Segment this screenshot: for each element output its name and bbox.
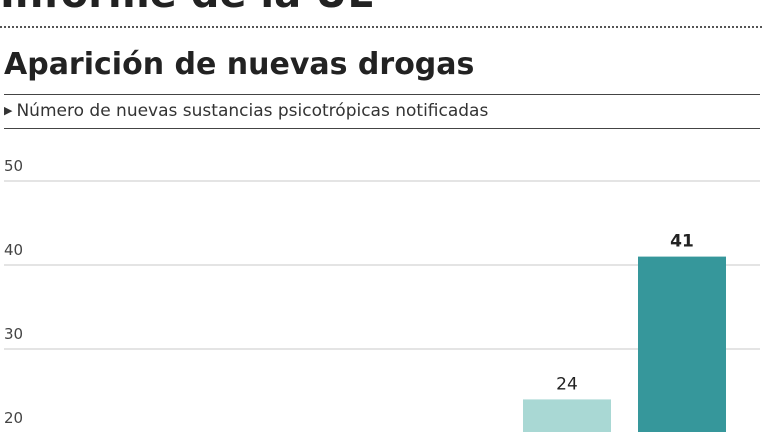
triangle-bullet-icon: ▶ <box>4 104 13 117</box>
y-tick-label-40: 40 <box>4 241 23 259</box>
chart-title: Aparición de nuevas drogas <box>4 47 475 82</box>
chart-subtitle-text: Número de nuevas sustancias psicotrópica… <box>16 101 489 121</box>
bar-1 <box>523 399 611 432</box>
bar-value-label-1: 24 <box>556 374 578 394</box>
title-rule <box>4 94 760 95</box>
bar-value-label-2: 41 <box>670 232 694 252</box>
chart-subtitle: ▶ Número de nuevas sustancias psicotrópic… <box>4 101 488 121</box>
y-tick-label-30: 30 <box>4 325 23 343</box>
y-tick-label-50: 50 <box>4 157 23 175</box>
dotted-divider <box>0 26 762 28</box>
bar-2 <box>638 256 726 432</box>
section-title: Informe de la UE <box>0 0 375 14</box>
subtitle-rule <box>4 128 760 129</box>
y-tick-label-20: 20 <box>4 409 23 427</box>
